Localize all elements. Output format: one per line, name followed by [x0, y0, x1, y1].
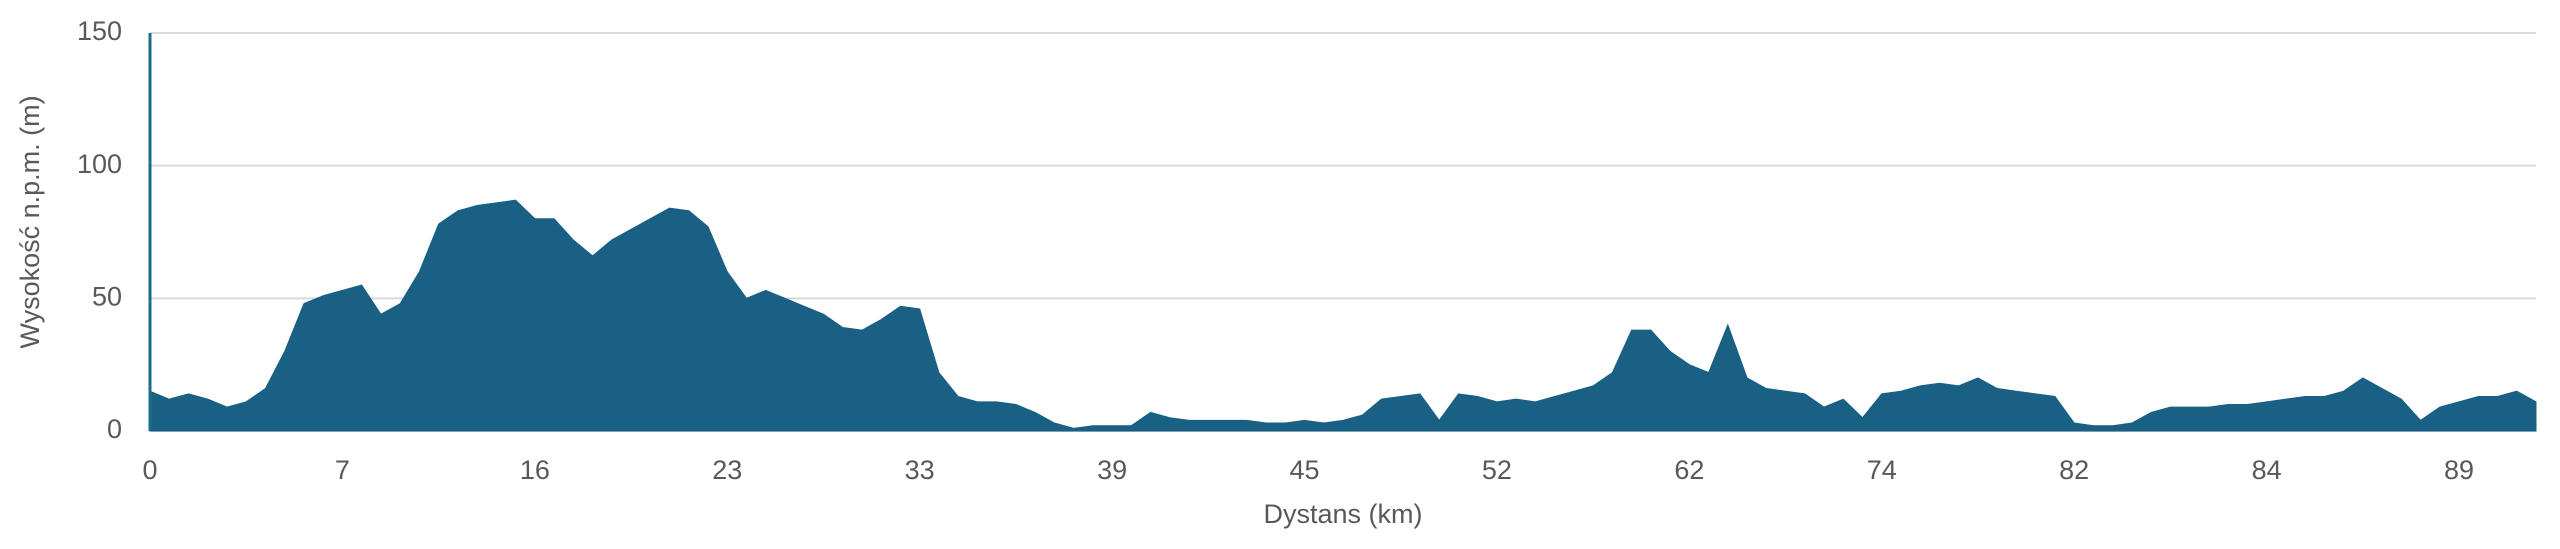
- x-tick-label: 7: [335, 455, 350, 485]
- x-tick-label: 33: [905, 455, 935, 485]
- y-tick-label: 100: [77, 149, 122, 179]
- x-tick-label: 23: [712, 455, 742, 485]
- y-axis-title: Wysokość n.p.m. (m): [15, 95, 45, 348]
- x-tick-label: 74: [1867, 455, 1897, 485]
- x-tick-label: 82: [2059, 455, 2089, 485]
- x-tick-label: 52: [1482, 455, 1512, 485]
- x-tick-label: 84: [2252, 455, 2282, 485]
- x-tick-label: 62: [1674, 455, 1704, 485]
- y-tick-label: 0: [107, 414, 122, 444]
- x-tick-label: 89: [2444, 455, 2474, 485]
- y-tick-label: 50: [92, 281, 122, 311]
- x-tick-label: 39: [1097, 455, 1127, 485]
- x-axis-title: Dystans (km): [1263, 499, 1422, 529]
- y-tick-label: 150: [77, 16, 122, 46]
- x-tick-label: 16: [520, 455, 550, 485]
- elevation-area: [149, 199, 2537, 432]
- x-tick-label: 45: [1289, 455, 1319, 485]
- x-tick-label: 0: [142, 455, 157, 485]
